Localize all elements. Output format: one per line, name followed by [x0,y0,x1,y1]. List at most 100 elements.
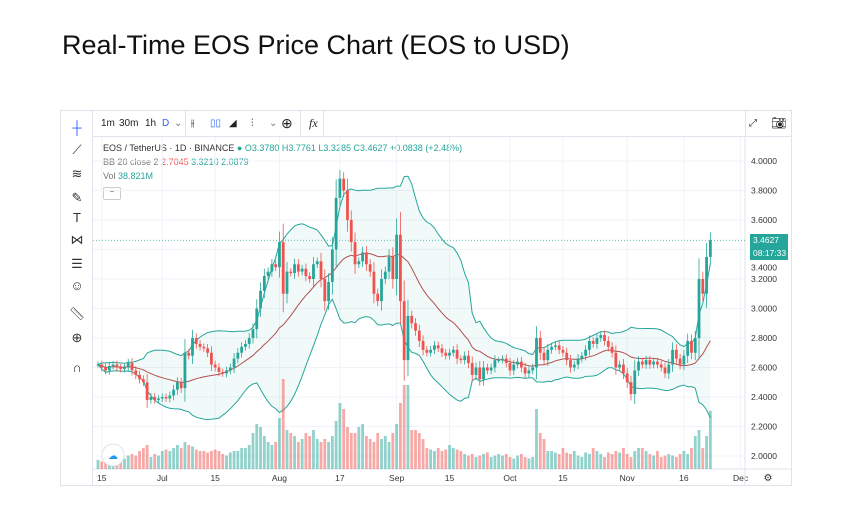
candle-body [504,358,508,364]
symbol-label[interactable]: EOS / TetherUS · 1D · BINANCE [103,143,235,153]
interval-d[interactable]: D [162,118,170,129]
interval-1m[interactable]: 1m [101,118,115,129]
volume-bar [429,449,433,469]
candle-body [308,276,312,279]
volume-bar [175,445,179,469]
candle-body [652,361,656,365]
interval-dropdown-icon[interactable]: ⌄ [174,118,183,129]
forecast-icon[interactable]: ☰ [71,256,83,271]
settings-icon[interactable]: ⚙ [764,473,773,484]
candle-body [538,338,542,353]
trend-line-icon[interactable]: ⟋ [72,142,82,157]
chart-widget[interactable]: ┼ ⟋ ≋ ✎ T ⋈ ☰ ☺ 📏︎ ⊕ ∩ 1m 30m 1h D ⌄ ⫲ ▯▯ ◢ ⫶ ⌄ ⊕ … [60,110,792,486]
volume-bar [644,451,648,469]
candle-body [368,264,372,272]
volume-bar [364,436,368,469]
volume-bar [588,454,591,469]
indicators-icon[interactable]: ⫶ [251,118,254,129]
brush-icon[interactable]: ✎ [71,190,83,205]
candle-body [429,349,433,353]
candle-body [364,252,368,265]
candle-body [557,345,561,350]
candle-body [610,346,614,353]
candles-icon[interactable]: ▯▯ [210,118,222,129]
volume-bar [225,455,228,469]
volume-bar [705,436,708,469]
volume-bar [270,445,274,469]
volume-bar [546,451,550,469]
x-tick-label: Oct [503,473,517,483]
candle-body [485,367,489,371]
fullscreen-icon[interactable]: ⤢ [749,118,757,129]
volume-bar [436,448,440,469]
last-price-badge: 3.4627 [750,234,788,248]
volume-bar [701,448,705,469]
volume-bar [572,451,576,469]
interval-30m[interactable]: 30m [119,118,139,129]
candle-body [584,349,588,356]
candle-body [493,360,497,368]
zoom-in-icon[interactable]: ⊕ [71,330,83,345]
emoji-icon[interactable]: ☺ [70,278,84,293]
bb-label[interactable]: BB 20 close 2 [103,157,159,167]
volume-bar [497,454,501,469]
volume-bar [100,461,104,469]
pattern-icon[interactable]: ⋈ [70,232,84,247]
volume-bar [406,385,410,469]
x-tick-label: 17 [335,473,345,483]
volume-bar [395,424,399,469]
candle-body [603,335,606,341]
candle-body [334,197,338,250]
fib-icon[interactable]: ≋ [71,166,83,181]
candle-body [172,389,175,396]
vol-label[interactable]: Vol [103,171,116,181]
candle-body [708,240,712,257]
candle-body [372,271,376,294]
chart-type-dropdown-icon[interactable]: ⌄ [269,118,278,129]
y-tick-label: 2.0000 [751,451,777,461]
candle-body [455,349,459,359]
volume-bar [444,449,448,469]
candle-body [667,364,671,374]
y-tick-label: 2.6000 [751,363,777,373]
volume-bar [493,455,497,469]
candle-body [153,397,157,400]
interval-1h[interactable]: 1h [145,118,157,129]
price-chart[interactable]: 4.0000 3.8000 3.6000 3.4000 3.2000 3.0000 2.80… [61,111,791,485]
camera-icon[interactable]: 📷︎ [771,116,787,130]
volume-bar [527,458,531,469]
volume-bar [164,449,168,469]
bars-icon[interactable]: ⫲ [191,118,195,129]
candle-body [342,178,346,191]
volume-bar [210,451,213,469]
volume-bar [179,448,183,469]
magnet-icon[interactable]: ∩ [72,360,82,375]
change-value: +0.0838 (+2.48%) [390,143,463,153]
volume-bar [690,448,693,469]
fx-button[interactable]: fx [309,116,318,130]
candle-body [448,352,451,356]
volume-bar [448,445,451,469]
candle-body [312,264,315,279]
volume-bar [187,445,191,469]
volume-bar [557,454,561,469]
countdown-badge: 08:17:33 [750,247,788,261]
volume-bar [455,449,459,469]
candle-body [527,370,531,374]
x-tick-label: 15 [97,473,107,483]
candle-body [391,256,395,279]
volume-bar [274,442,278,469]
candle-body [183,352,187,389]
collapse-legend-button[interactable]: ⌃ [103,187,121,200]
candle-body [270,264,274,272]
add-icon[interactable]: ⊕ [281,115,293,131]
ruler-icon[interactable]: 📏︎ [68,306,86,321]
candle-body [221,371,225,374]
volume-bar [387,442,391,469]
candle-body [296,264,300,272]
area-icon[interactable]: ◢ [229,118,237,129]
crosshair-icon[interactable]: ┼ [72,120,82,135]
candle-body [346,190,349,220]
volume-bar [485,452,489,469]
text-icon[interactable]: T [73,210,81,225]
